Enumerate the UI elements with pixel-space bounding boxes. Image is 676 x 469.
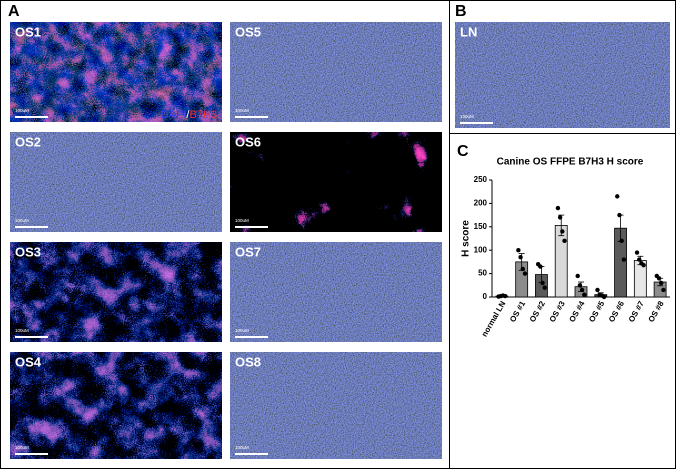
data-point	[601, 294, 607, 300]
micrograph: OS6 100uM	[230, 132, 442, 232]
data-point	[516, 248, 521, 253]
scale-label: 100uM	[15, 445, 29, 450]
micrograph-label: OS7	[235, 244, 261, 259]
stain-legend: DAPI/B7H3	[161, 109, 217, 121]
y-tick-label: 50	[478, 269, 487, 278]
micrograph-label: OS2	[15, 134, 41, 149]
data-point	[634, 250, 640, 255]
micrograph-image	[230, 132, 442, 232]
micrograph-label: OS3	[15, 244, 41, 259]
micrograph: OS2 100uM	[10, 132, 222, 232]
data-point	[555, 205, 561, 211]
x-tick-label: OS #5	[587, 299, 606, 324]
data-point	[579, 287, 585, 293]
data-point	[621, 257, 627, 262]
data-point	[540, 280, 545, 286]
data-point	[637, 257, 642, 262]
micrograph-label: LN	[460, 24, 477, 39]
scale-label: 100uM	[15, 218, 29, 223]
chart-title: Canine OS FFPE B7H3 H score	[497, 157, 644, 168]
data-point	[615, 194, 620, 199]
stain-legend-item: DAPI	[161, 109, 187, 121]
micrograph-image	[10, 22, 222, 122]
data-point	[595, 287, 600, 293]
data-point	[617, 212, 622, 218]
micrograph: OS7 100uM	[230, 242, 442, 342]
data-point	[619, 238, 624, 244]
data-point	[562, 238, 567, 244]
bar	[554, 224, 568, 298]
y-tick-label: 250	[474, 175, 488, 184]
scale-label: 100uM	[15, 108, 29, 113]
x-tick-label: OS #4	[567, 299, 586, 324]
micrograph: OS3 100uM	[10, 242, 222, 342]
micrograph-image	[10, 132, 222, 232]
x-tick-label: OS #7	[627, 299, 646, 324]
x-tick-label: normal LN	[480, 299, 508, 338]
panel-label: B	[455, 3, 467, 20]
micrograph-image	[230, 22, 442, 122]
y-tick-label: 150	[474, 222, 488, 231]
data-point	[656, 276, 662, 281]
scale-label: 100uM	[235, 218, 249, 223]
micrograph: OS4 100uM	[10, 352, 222, 459]
micrograph-image	[10, 352, 222, 459]
data-point	[518, 255, 523, 260]
y-tick-label: 100	[474, 245, 488, 254]
micrograph: OS5 100uM	[230, 22, 442, 122]
x-tick-label: OS #6	[607, 299, 626, 324]
micrograph-image	[230, 242, 442, 342]
y-axis-label: H score	[461, 220, 472, 257]
data-point	[520, 266, 525, 272]
x-tick-label: OS #2	[528, 299, 547, 324]
image-grid: OS1 100uM OS5 100uM OS2 100uM OS6 100uM OS3 100uM…	[10, 22, 670, 459]
micrograph-label: OS4	[15, 354, 42, 369]
chart: Canine OS FFPE B7H3 H score H score 0 50 100…	[461, 157, 670, 338]
panel-label: C	[457, 143, 469, 160]
data-point	[502, 293, 508, 299]
x-tick-label: OS #1	[508, 299, 527, 324]
x-tick-label: OS #3	[548, 299, 567, 324]
scale-label: 100uM	[460, 114, 474, 119]
data-point	[577, 283, 583, 288]
micrograph: OS1 100uM	[10, 22, 222, 122]
micrograph-image	[455, 22, 670, 128]
micrograph-image	[10, 242, 222, 342]
micrograph-label: OS1	[15, 24, 41, 39]
data-point	[659, 280, 664, 286]
data-point	[582, 292, 587, 297]
micrograph-label: OS5	[235, 24, 261, 39]
x-tick-label: OS #8	[647, 299, 666, 324]
micrograph: LN 100uM	[455, 22, 670, 128]
panel-label: A	[8, 3, 20, 20]
scale-label: 100uM	[15, 328, 29, 333]
data-point	[661, 287, 666, 293]
micrograph-label: OS8	[235, 354, 261, 369]
data-point	[575, 273, 580, 279]
stain-legend-item: B7H3	[189, 109, 217, 121]
data-point	[522, 271, 528, 276]
micrograph: OS8 100uM	[230, 352, 442, 459]
micrograph-image	[230, 352, 442, 459]
y-tick-label: 200	[474, 199, 488, 208]
data-point	[560, 229, 565, 234]
data-point	[641, 262, 646, 268]
micrograph-label: OS6	[235, 134, 261, 149]
y-tick-label: 0	[483, 292, 488, 301]
data-point	[557, 215, 563, 220]
scale-label: 100uM	[235, 445, 249, 450]
data-point	[542, 285, 547, 290]
scale-label: 100uM	[235, 108, 249, 113]
stain-legend-item: /	[186, 109, 190, 121]
data-point	[538, 264, 543, 269]
scale-label: 100uM	[235, 328, 249, 333]
